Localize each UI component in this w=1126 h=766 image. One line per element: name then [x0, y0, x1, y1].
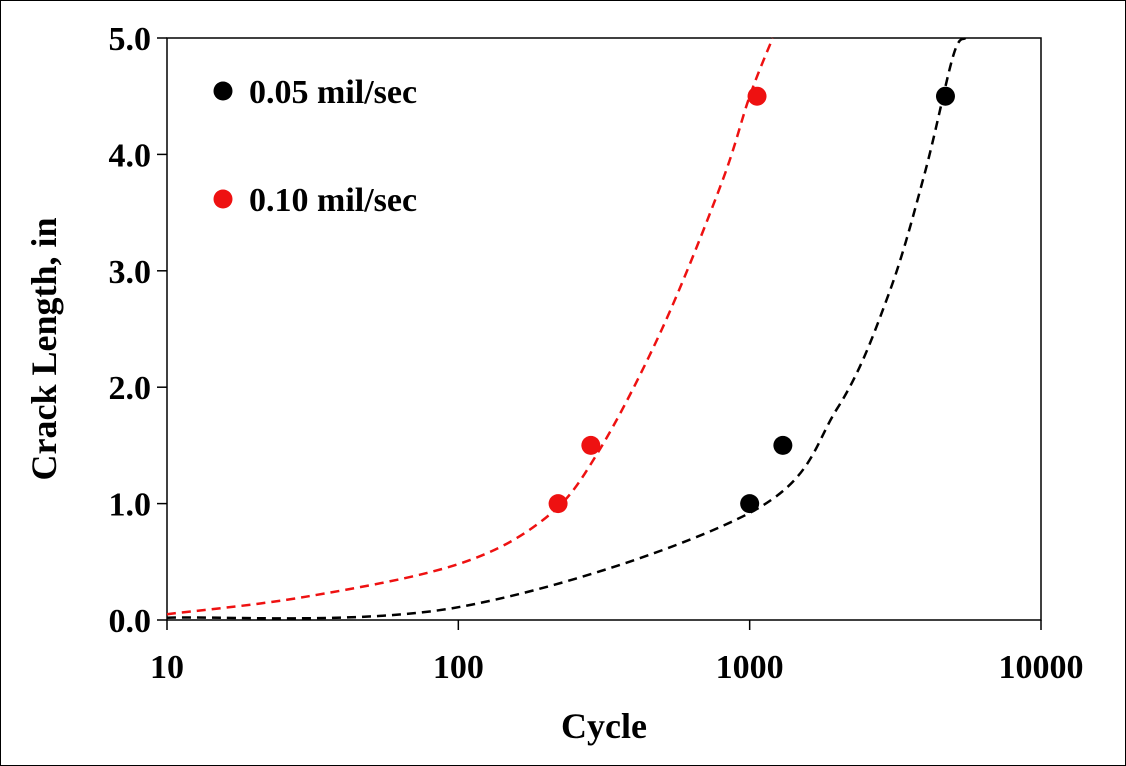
legend-marker [213, 81, 233, 101]
data-point-series-2 [581, 435, 601, 455]
plot-area-group [166, 37, 1042, 621]
y-tick-label: 1.0 [109, 487, 152, 524]
legend-marker [213, 189, 233, 209]
trend-line-series-1 [166, 37, 967, 620]
data-point-series-2 [548, 494, 568, 514]
y-tick-label: 4.0 [109, 137, 152, 174]
y-axis-ticks: 0.0 1.0 2.0 3.0 4.0 5.0 [109, 21, 167, 640]
legend-label: 0.10 mil/sec [249, 182, 417, 219]
trend-line-series-2 [166, 37, 774, 616]
plot-area [166, 37, 1042, 621]
x-axis-label: Cycle [561, 706, 647, 746]
data-point-series-2 [747, 86, 767, 106]
x-tick-label: 1000 [716, 649, 784, 686]
x-tick-label: 10000 [999, 649, 1084, 686]
x-tick-label: 100 [433, 649, 484, 686]
y-tick-label: 0.0 [109, 603, 152, 640]
legend-label: 0.05 mil/sec [249, 74, 417, 111]
data-point-series-1 [773, 435, 793, 455]
data-point-series-1 [935, 86, 955, 106]
trend-lines [166, 37, 967, 620]
data-points [548, 86, 955, 514]
data-point-series-1 [740, 494, 760, 514]
y-tick-label: 3.0 [109, 254, 152, 291]
legend: 0.05 mil/sec 0.10 mil/sec [213, 74, 417, 219]
x-axis-ticks: 10 100 1000 10000 [150, 620, 1084, 686]
y-tick-label: 2.0 [109, 370, 152, 407]
y-tick-label: 5.0 [109, 21, 152, 58]
y-axis-label: Crack Length, in [24, 217, 64, 480]
x-tick-label: 10 [150, 649, 184, 686]
